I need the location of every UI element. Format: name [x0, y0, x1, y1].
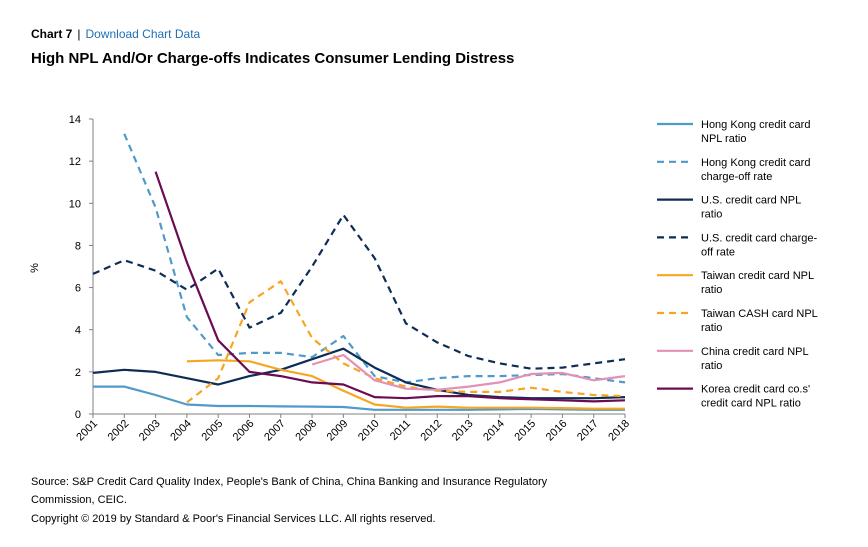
x-tick-label: 2008	[293, 418, 319, 444]
series-line-3	[92, 213, 626, 370]
x-tick-label: 2012	[419, 418, 445, 444]
y-axis-label: %	[29, 263, 41, 273]
legend-label-6: China credit card NPL	[701, 346, 809, 358]
series-line-5	[186, 280, 626, 404]
y-tick-label: 0	[75, 409, 81, 421]
legend-label-5: Taiwan CASH card NPL	[701, 308, 818, 320]
legend-label-5: ratio	[701, 322, 722, 334]
chart-title: High NPL And/Or Charge-offs Indicates Co…	[31, 50, 515, 67]
x-tick-label: 2006	[231, 418, 257, 444]
legend-label-4: Taiwan credit card NPL	[701, 270, 814, 282]
x-tick-label: 2018	[606, 418, 632, 444]
legend-label-1: charge-off rate	[701, 171, 772, 183]
series-line-0	[93, 385, 625, 411]
legend-label-7: credit card NPL ratio	[701, 398, 801, 410]
series-line-2	[92, 347, 626, 400]
header-separator: |	[77, 27, 81, 41]
legend-label-3: U.S. credit card charge-	[701, 232, 817, 244]
x-tick-label: 2011	[388, 418, 413, 443]
x-tick-label: 2015	[512, 418, 538, 444]
series-line-4	[186, 359, 625, 410]
x-tick-label: 2016	[544, 418, 570, 444]
legend-label-1: Hong Kong credit card	[701, 157, 810, 169]
x-tick-label: 2007	[262, 418, 288, 444]
legend-label-7: Korea credit card co.s'	[701, 384, 810, 396]
legend-label-0: NPL ratio	[701, 133, 746, 145]
chart-number: Chart 7	[31, 27, 73, 41]
legend-label-3: off rate	[701, 246, 735, 258]
x-tick-label: 2014	[481, 418, 507, 444]
x-tick-label: 2003	[137, 418, 163, 444]
x-tick-label: 2001	[74, 418, 100, 444]
source-line-2: Commission, CEIC.	[31, 494, 127, 506]
y-tick-label: 12	[69, 156, 81, 168]
x-tick-label: 2013	[450, 418, 476, 444]
legend-label-0: Hong Kong credit card	[701, 119, 810, 131]
y-tick-label: 8	[75, 240, 81, 252]
x-tick-label: 2004	[168, 418, 194, 444]
x-tick-label: 2010	[356, 418, 382, 444]
x-tick-label: 2002	[106, 418, 132, 444]
series-line-7	[154, 171, 626, 403]
legend-label-2: U.S. credit card NPL	[701, 195, 801, 207]
y-tick-label: 4	[75, 325, 81, 337]
source-line-1: Source: S&P Credit Card Quality Index, P…	[31, 476, 548, 488]
y-tick-label: 10	[69, 198, 81, 210]
legend-label-6: ratio	[701, 360, 722, 372]
x-tick-label: 2005	[199, 418, 225, 444]
x-tick-label: 2009	[325, 418, 351, 444]
copyright-line: Copyright © 2019 by Standard & Poor's Fi…	[31, 513, 436, 525]
y-tick-label: 6	[75, 283, 81, 295]
x-tick-label: 2017	[575, 418, 601, 444]
chart-header: Chart 7 | Download Chart Data	[31, 27, 200, 41]
series-line-6	[311, 353, 626, 391]
y-tick-label: 14	[69, 114, 81, 126]
y-tick-label: 2	[75, 367, 81, 379]
legend-label-4: ratio	[701, 284, 722, 296]
download-chart-data-link[interactable]: Download Chart Data	[85, 27, 201, 41]
legend-label-2: ratio	[701, 209, 722, 221]
